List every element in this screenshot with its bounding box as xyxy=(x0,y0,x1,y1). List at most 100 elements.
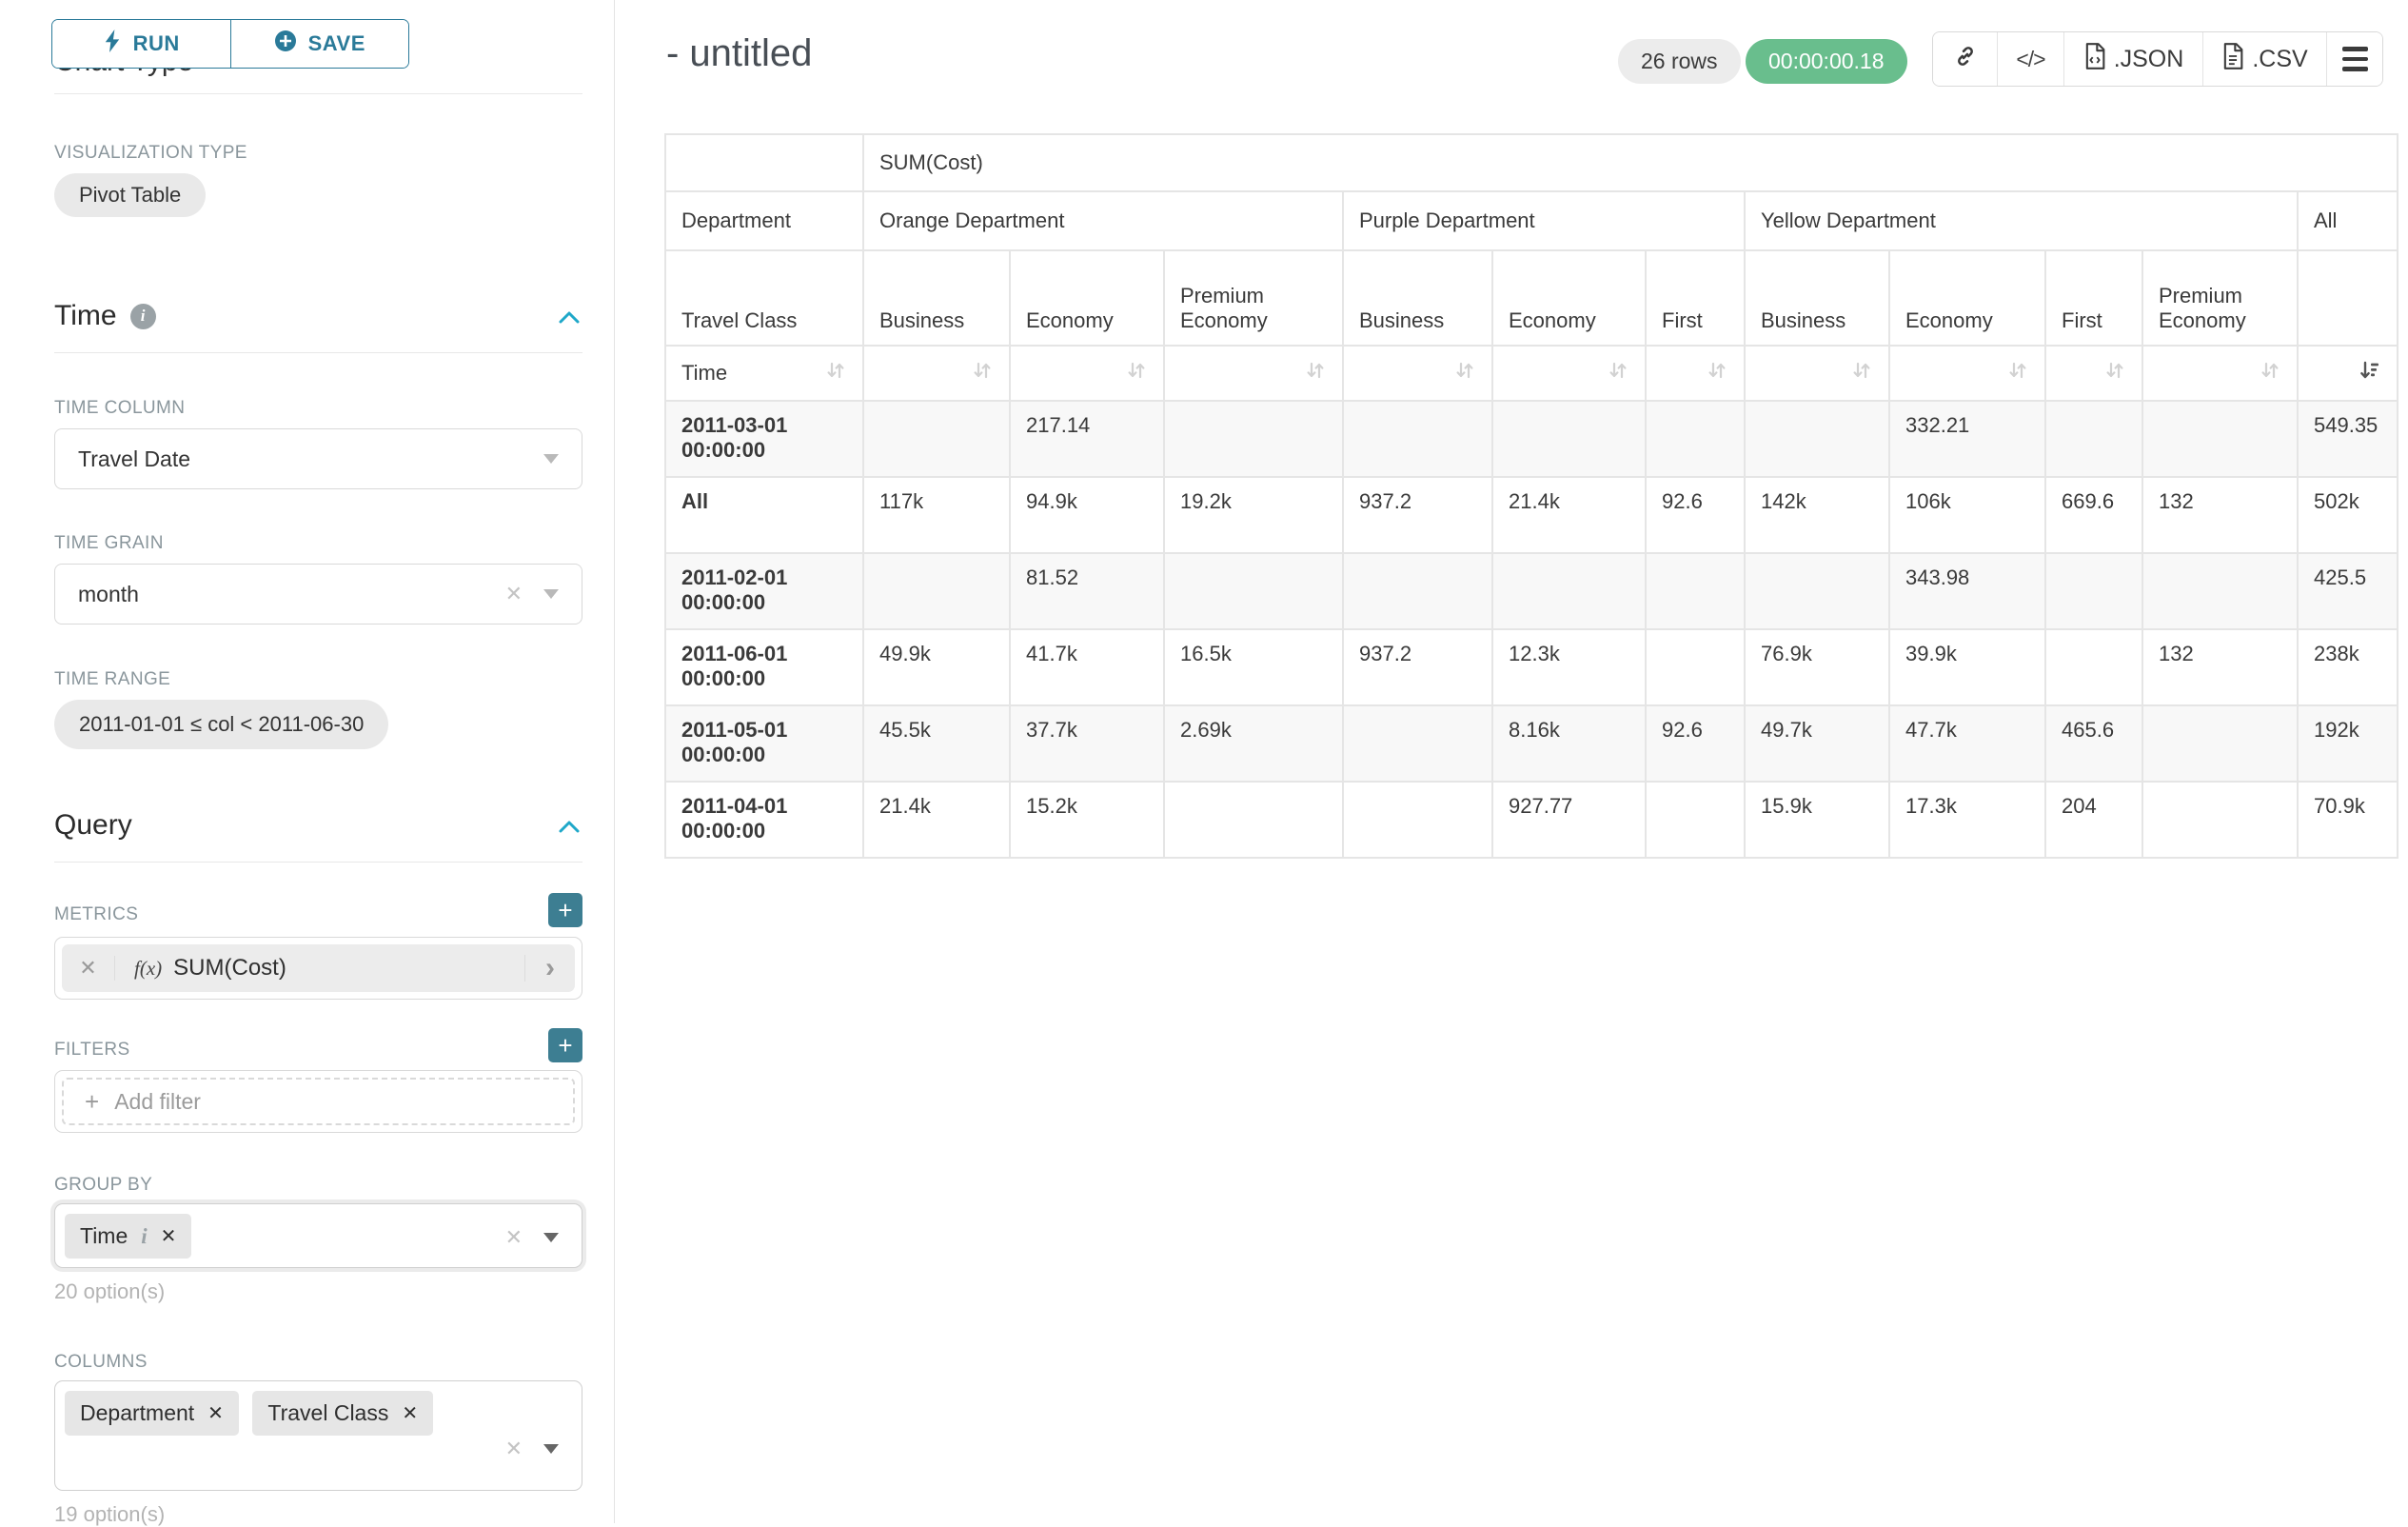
info-icon[interactable]: i xyxy=(141,1223,148,1248)
pivot-table-container: SUM(Cost) Department Orange Department P… xyxy=(664,133,2399,859)
query-section-heading: Query xyxy=(54,809,132,842)
row-header: 2011-03-01 00:00:00 xyxy=(666,402,862,476)
row-header: 2011-02-01 00:00:00 xyxy=(666,554,862,628)
sort-descending-icon[interactable] xyxy=(2359,359,2381,387)
sort-icon[interactable] xyxy=(971,359,994,387)
remove-metric-icon[interactable]: ✕ xyxy=(62,956,115,981)
sort-icon[interactable] xyxy=(2103,359,2126,387)
code-icon: </> xyxy=(2016,46,2045,71)
add-filter-dropzone[interactable]: + Add filter xyxy=(62,1078,575,1125)
export-csv-button[interactable]: .CSV xyxy=(2203,32,2327,86)
time-column-value: Travel Date xyxy=(78,446,191,471)
metrics-box: ✕ f(x) SUM(Cost) › xyxy=(54,937,582,1000)
value-cell: 204 xyxy=(2046,783,2142,857)
clear-icon[interactable]: ✕ xyxy=(504,1225,523,1249)
group-by-token: Time i ✕ xyxy=(65,1214,192,1259)
value-cell: 37.7k xyxy=(1011,706,1163,781)
remove-token-icon[interactable]: ✕ xyxy=(160,1226,177,1247)
value-cell: 49.7k xyxy=(1746,706,1888,781)
group-by-select[interactable]: Time i ✕ ✕ xyxy=(54,1203,582,1268)
copy-link-button[interactable] xyxy=(1933,32,1998,86)
file-json-icon xyxy=(2083,42,2106,76)
sort-icon[interactable] xyxy=(824,359,847,387)
value-cell xyxy=(2046,554,2142,628)
time-range-label: TIME RANGE xyxy=(54,669,171,689)
value-cell xyxy=(1344,783,1491,857)
table-row: 2011-04-01 00:00:00 21.4k 15.2k 927.77 15.9k… xyxy=(666,783,2398,857)
sort-icon[interactable] xyxy=(1850,359,1873,387)
value-cell: 106k xyxy=(1890,478,2044,552)
embed-code-button[interactable]: </> xyxy=(1998,32,2064,86)
column-header: Economy xyxy=(1493,251,1645,345)
value-cell: 17.3k xyxy=(1890,783,2044,857)
sort-icon[interactable] xyxy=(1304,359,1327,387)
column-header: Business xyxy=(864,251,1009,345)
column-header xyxy=(2299,251,2398,345)
sort-icon[interactable] xyxy=(1125,359,1148,387)
value-cell xyxy=(2046,630,2142,704)
sort-icon[interactable] xyxy=(1706,359,1728,387)
divider xyxy=(54,862,582,863)
row-count-badge: 26 rows xyxy=(1618,39,1741,84)
info-icon[interactable]: i xyxy=(129,303,156,329)
remove-token-icon[interactable]: ✕ xyxy=(402,1403,419,1424)
sort-icon[interactable] xyxy=(2259,359,2281,387)
token-label: Department xyxy=(80,1400,195,1425)
value-cell xyxy=(1165,402,1342,476)
divider xyxy=(54,352,582,353)
chevron-up-icon[interactable] xyxy=(555,305,583,336)
pivot-table: SUM(Cost) Department Orange Department P… xyxy=(664,133,2399,859)
add-filter-button[interactable]: + xyxy=(548,1028,582,1062)
save-button[interactable]: SAVE xyxy=(229,20,408,68)
lightning-icon xyxy=(103,30,122,58)
value-cell: 49.9k xyxy=(864,630,1009,704)
time-range-value[interactable]: 2011-01-01 ≤ col < 2011-06-30 xyxy=(54,700,389,749)
metric-pill[interactable]: ✕ f(x) SUM(Cost) › xyxy=(62,944,575,992)
columns-select[interactable]: Department ✕ Travel Class ✕ ✕ xyxy=(54,1380,582,1491)
token-label: Travel Class xyxy=(267,1400,389,1425)
time-column-label: TIME COLUMN xyxy=(54,398,186,418)
query-timer-badge: 00:00:00.18 xyxy=(1746,39,1907,84)
chart-title[interactable]: - untitled xyxy=(666,32,813,74)
column-header: Business xyxy=(1344,251,1491,345)
value-cell xyxy=(864,402,1009,476)
chevron-up-icon[interactable] xyxy=(555,814,583,845)
value-cell xyxy=(1165,783,1342,857)
value-cell: 15.2k xyxy=(1011,783,1163,857)
row-header: 2011-05-01 00:00:00 xyxy=(666,706,862,781)
value-cell: 425.5 xyxy=(2299,554,2398,628)
chevron-down-icon[interactable] xyxy=(543,1233,559,1242)
chevron-right-icon[interactable]: › xyxy=(545,952,555,983)
sort-icon[interactable] xyxy=(1453,359,1476,387)
query-section-title: Query xyxy=(54,809,132,841)
value-cell: 132 xyxy=(2143,478,2297,552)
value-cell: 76.9k xyxy=(1746,630,1888,704)
sort-icon[interactable] xyxy=(1607,359,1629,387)
menu-button[interactable] xyxy=(2327,32,2382,86)
time-grain-select[interactable]: month ✕ xyxy=(54,564,582,625)
value-cell: 332.21 xyxy=(1890,402,2044,476)
time-grain-label: TIME GRAIN xyxy=(54,533,164,553)
value-cell: 937.2 xyxy=(1344,478,1491,552)
clear-icon[interactable]: ✕ xyxy=(504,582,523,605)
table-row: 2011-05-01 00:00:00 45.5k 37.7k 2.69k 8.16k 9… xyxy=(666,706,2398,781)
run-button[interactable]: RUN xyxy=(52,20,230,68)
clear-icon[interactable]: ✕ xyxy=(504,1437,523,1460)
filters-box: + Add filter xyxy=(54,1070,582,1133)
token-label: Time xyxy=(80,1223,128,1248)
value-cell: 238k xyxy=(2299,630,2398,704)
department-header-row: Department Orange Department Purple Depa… xyxy=(666,192,2398,249)
column-header: First xyxy=(1647,251,1744,345)
select-controls: ✕ xyxy=(505,1437,559,1461)
remove-token-icon[interactable]: ✕ xyxy=(207,1403,224,1424)
metric-header-row: SUM(Cost) xyxy=(666,135,2398,190)
time-column-select[interactable]: Travel Date xyxy=(54,428,582,489)
add-metric-button[interactable]: + xyxy=(548,893,582,927)
value-cell xyxy=(1493,554,1645,628)
fx-icon: f(x) xyxy=(134,956,163,980)
visualization-type-value[interactable]: Pivot Table xyxy=(54,173,207,217)
sort-icon[interactable] xyxy=(2006,359,2029,387)
export-json-button[interactable]: .JSON xyxy=(2064,32,2203,86)
column-header: First xyxy=(2046,251,2142,345)
chevron-down-icon[interactable] xyxy=(543,1444,559,1454)
